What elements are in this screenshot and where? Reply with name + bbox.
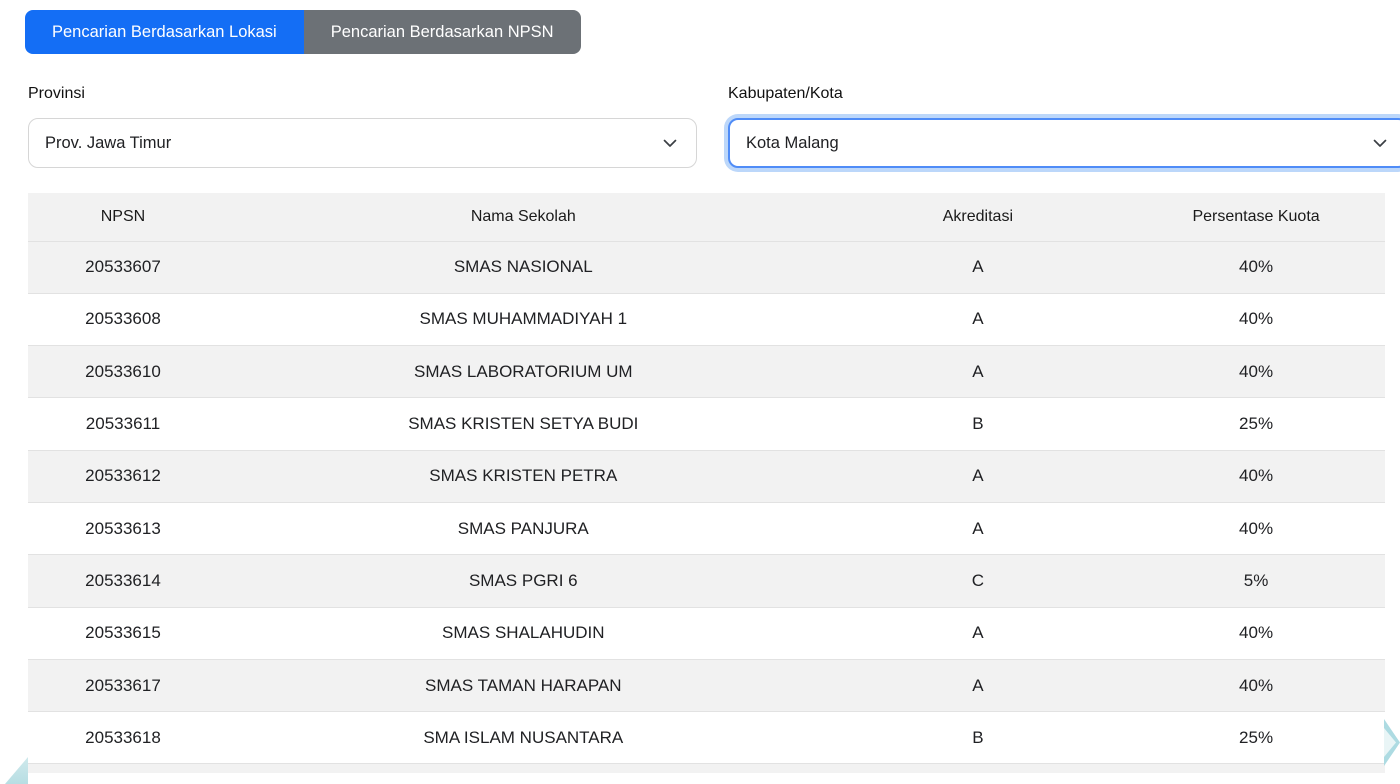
tab-pencarian-berdasarkan-npsn[interactable]: Pencarian Berdasarkan NPSN bbox=[303, 10, 581, 54]
cell-nama-sekolah: SMAS NASIONAL bbox=[217, 241, 829, 294]
cell-akreditasi: A bbox=[828, 293, 1128, 347]
cell-npsn: 20533607 bbox=[28, 241, 218, 294]
table-row: 20533617 SMAS TAMAN HARAPAN A 40% bbox=[28, 659, 1385, 713]
cell-persentase-kuota: 40% bbox=[1127, 450, 1385, 503]
cell-persentase-kuota: 5% bbox=[1127, 554, 1385, 608]
cell-npsn: 20533612 bbox=[28, 450, 218, 503]
cell-nama-sekolah: SMA ISLAM NUSANTARA bbox=[217, 711, 829, 765]
cell-akreditasi: A bbox=[828, 659, 1128, 713]
column-header-persentase-kuota: Persentase Kuota bbox=[1127, 193, 1385, 242]
cell-npsn: 20533617 bbox=[28, 659, 218, 713]
cell-nama-sekolah: SMAS TAMAN HARAPAN bbox=[217, 659, 829, 713]
table-row: 20533613 SMAS PANJURA A 40% bbox=[28, 502, 1385, 556]
cell-akreditasi: A bbox=[828, 450, 1128, 503]
cell-npsn: 20533611 bbox=[28, 397, 218, 451]
cell-persentase-kuota: 25% bbox=[1127, 397, 1385, 451]
cell-persentase-kuota: 25% bbox=[1127, 711, 1385, 765]
table-row: 20533618 SMA ISLAM NUSANTARA B 25% bbox=[28, 711, 1385, 765]
provinsi-select[interactable]: Prov. Jawa Timur bbox=[28, 118, 697, 168]
cell-nama-sekolah: SMAS KRISTEN PETRA bbox=[217, 450, 829, 503]
schools-table: NPSN Nama Sekolah Akreditasi Persentase … bbox=[28, 193, 1385, 774]
kabupaten-label: Kabupaten/Kota bbox=[728, 85, 843, 102]
cell-akreditasi: B bbox=[828, 711, 1128, 765]
table-row: 20533612 SMAS KRISTEN PETRA A 40% bbox=[28, 450, 1385, 503]
cell-nama-sekolah: SMAS MUHAMMADIYAH 1 bbox=[217, 293, 829, 347]
chevron-down-icon bbox=[1373, 139, 1387, 147]
table-row: 20533611 SMAS KRISTEN SETYA BUDI B 25% bbox=[28, 397, 1385, 451]
cell-akreditasi: A bbox=[828, 241, 1128, 294]
cell-nama-sekolah: SMAS PGRI 6 bbox=[217, 554, 829, 608]
table-header-row: NPSN Nama Sekolah Akreditasi Persentase … bbox=[28, 193, 1385, 242]
cell-persentase-kuota: 40% bbox=[1127, 293, 1385, 347]
table-row: 20533607 SMAS NASIONAL A 40% bbox=[28, 241, 1385, 294]
column-header-nama-sekolah: Nama Sekolah bbox=[217, 193, 829, 242]
cell-npsn: 20533618 bbox=[28, 711, 218, 765]
cell-akreditasi: A bbox=[828, 607, 1128, 660]
cell-npsn: 20533613 bbox=[28, 502, 218, 556]
tab-pencarian-berdasarkan-lokasi[interactable]: Pencarian Berdasarkan Lokasi bbox=[25, 10, 304, 54]
cell-akreditasi: C bbox=[828, 554, 1128, 608]
cell-nama-sekolah: SMAS LABORATORIUM UM bbox=[217, 345, 829, 399]
cell-persentase-kuota: 40% bbox=[1127, 502, 1385, 556]
cell-persentase-kuota: 40% bbox=[1127, 659, 1385, 713]
kabupaten-selected-value: Kota Malang bbox=[746, 133, 839, 152]
provinsi-field: Provinsi Prov. Jawa Timur bbox=[28, 85, 697, 168]
cell-akreditasi: A bbox=[828, 345, 1128, 399]
chevron-down-icon bbox=[663, 139, 677, 147]
table-row: 20533615 SMAS SHALAHUDIN A 40% bbox=[28, 607, 1385, 660]
column-header-npsn: NPSN bbox=[28, 193, 218, 242]
cell-npsn: 20533610 bbox=[28, 345, 218, 399]
cell-nama-sekolah: SMAS SHALAHUDIN bbox=[217, 607, 829, 660]
column-header-akreditasi: Akreditasi bbox=[828, 193, 1128, 242]
provinsi-selected-value: Prov. Jawa Timur bbox=[45, 133, 172, 152]
cell-persentase-kuota: 40% bbox=[1127, 345, 1385, 399]
next-row-partial bbox=[28, 764, 1385, 774]
cell-nama-sekolah: SMAS KRISTEN SETYA BUDI bbox=[217, 397, 829, 451]
cell-npsn: 20533614 bbox=[28, 554, 218, 608]
search-mode-tabs: Pencarian Berdasarkan Lokasi Pencarian B… bbox=[25, 10, 581, 54]
decorative-arrow-icon bbox=[1384, 719, 1400, 766]
cell-nama-sekolah: SMAS PANJURA bbox=[217, 502, 829, 556]
table-row: 20533610 SMAS LABORATORIUM UM A 40% bbox=[28, 345, 1385, 399]
provinsi-label: Provinsi bbox=[28, 85, 85, 102]
table-row: 20533614 SMAS PGRI 6 C 5% bbox=[28, 554, 1385, 608]
cell-persentase-kuota: 40% bbox=[1127, 607, 1385, 660]
cell-npsn: 20533608 bbox=[28, 293, 218, 347]
decorative-triangle bbox=[5, 757, 28, 784]
cell-akreditasi: A bbox=[828, 502, 1128, 556]
cell-akreditasi: B bbox=[828, 397, 1128, 451]
cell-npsn: 20533615 bbox=[28, 607, 218, 660]
kabupaten-field: Kabupaten/Kota Kota Malang bbox=[728, 85, 1400, 168]
location-filters: Provinsi Prov. Jawa Timur Kabupaten/Kota… bbox=[28, 85, 1400, 168]
cell-persentase-kuota: 40% bbox=[1127, 241, 1385, 294]
kabupaten-select[interactable]: Kota Malang bbox=[728, 118, 1400, 168]
table-row: 20533608 SMAS MUHAMMADIYAH 1 A 40% bbox=[28, 293, 1385, 347]
